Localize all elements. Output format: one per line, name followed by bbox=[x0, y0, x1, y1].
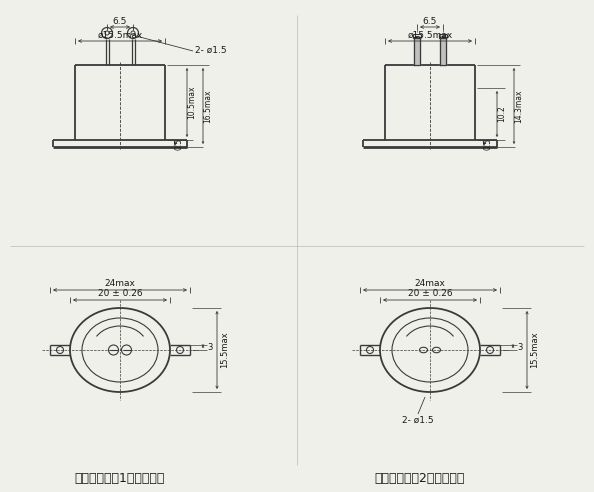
Text: 2- ø1.5: 2- ø1.5 bbox=[195, 45, 227, 55]
Text: 24max: 24max bbox=[105, 278, 135, 287]
Text: 引出端型式：1（直脚式）: 引出端型式：1（直脚式） bbox=[75, 471, 165, 485]
Text: 20 ± 0.26: 20 ± 0.26 bbox=[97, 288, 143, 298]
Text: 6.5: 6.5 bbox=[423, 17, 437, 26]
Text: 24max: 24max bbox=[415, 278, 446, 287]
Text: 6.5: 6.5 bbox=[113, 17, 127, 26]
Text: 16.5max: 16.5max bbox=[204, 89, 213, 123]
Text: 14.3max: 14.3max bbox=[514, 89, 523, 123]
Text: ø15.5max: ø15.5max bbox=[97, 31, 143, 39]
Text: 20 ± 0.26: 20 ± 0.26 bbox=[407, 288, 452, 298]
Text: 3: 3 bbox=[517, 343, 523, 352]
Text: 15.5max: 15.5max bbox=[220, 332, 229, 369]
Text: 10.5max: 10.5max bbox=[188, 86, 197, 119]
Text: 0.5: 0.5 bbox=[484, 137, 492, 150]
Text: ø15.5max: ø15.5max bbox=[407, 31, 453, 39]
Text: 引出端型式：2（弯脚式）: 引出端型式：2（弯脚式） bbox=[375, 471, 465, 485]
Polygon shape bbox=[440, 38, 446, 65]
Text: 2- ø1.5: 2- ø1.5 bbox=[402, 416, 434, 425]
Text: 10.2: 10.2 bbox=[498, 106, 507, 123]
Polygon shape bbox=[414, 38, 420, 65]
Text: 3: 3 bbox=[207, 343, 213, 352]
Text: 0.5: 0.5 bbox=[175, 137, 184, 150]
Text: 15.5max: 15.5max bbox=[530, 332, 539, 369]
